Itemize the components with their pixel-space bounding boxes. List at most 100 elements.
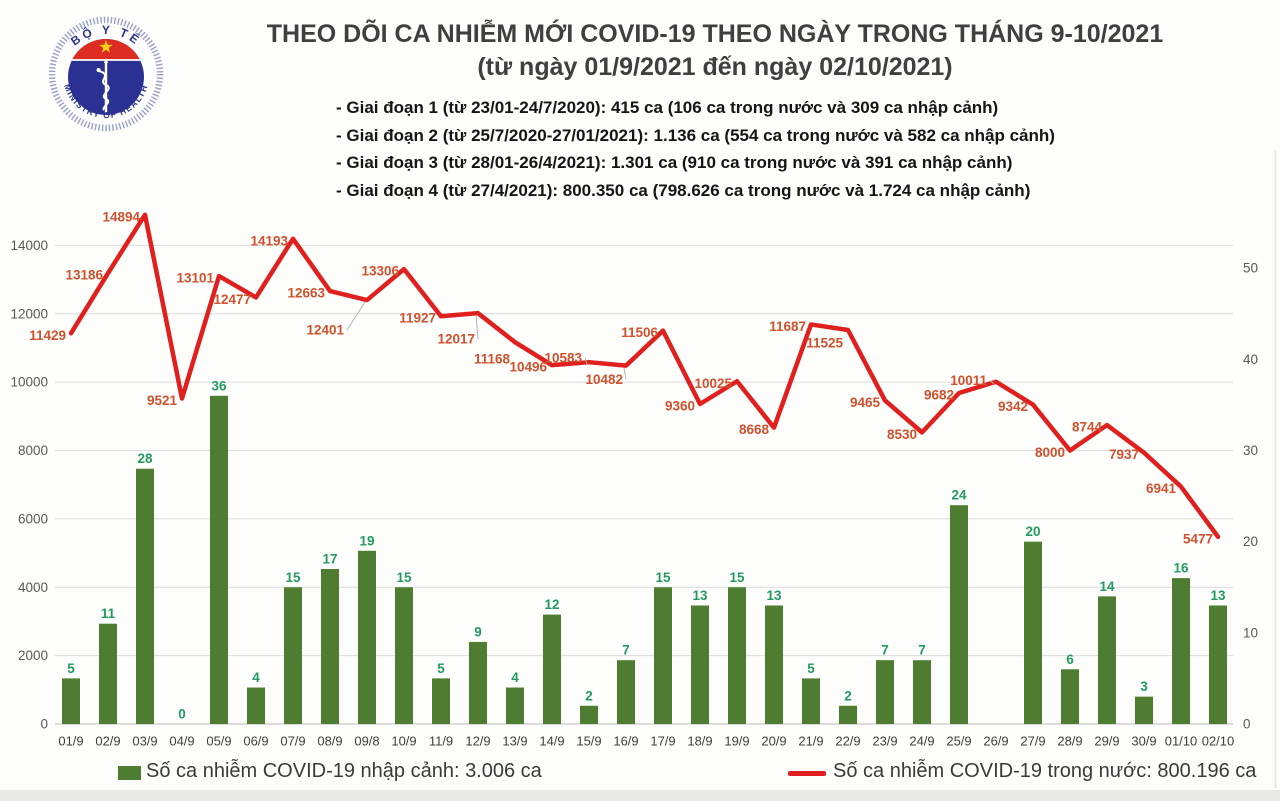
line-value-label: 14193 — [250, 233, 288, 248]
line-value-label: 8530 — [887, 427, 917, 442]
line-value-label: 9682 — [924, 387, 954, 402]
bar-value-label: 7 — [881, 643, 889, 658]
imported-cases-bar — [1209, 605, 1227, 724]
x-axis-label: 24/9 — [909, 734, 934, 749]
x-axis-label: 02/10 — [1202, 734, 1235, 749]
x-axis-label: 16/9 — [613, 734, 638, 749]
x-axis-label: 26/9 — [983, 734, 1008, 749]
line-value-label: 9521 — [147, 393, 178, 408]
imported-cases-bar — [802, 678, 820, 724]
x-axis-label: 09/8 — [354, 734, 379, 749]
legend-domestic-line-icon — [788, 771, 826, 776]
bar-value-label: 2 — [844, 688, 852, 703]
right-axis-tick-label: 0 — [1243, 717, 1251, 732]
imported-cases-bar — [543, 614, 561, 724]
x-axis-label: 01/9 — [58, 734, 83, 749]
label-leader-line — [584, 358, 588, 365]
bar-value-label: 3 — [1140, 679, 1148, 694]
logo-staff-tip — [103, 58, 109, 63]
line-value-label: 11927 — [399, 311, 436, 326]
x-axis-label: 08/9 — [317, 734, 342, 749]
x-axis-label: 23/9 — [872, 734, 897, 749]
legend-imported-swatch-icon — [118, 766, 141, 780]
line-value-label: 14894 — [102, 209, 140, 224]
bar-value-label: 2 — [585, 688, 593, 703]
imported-cases-bar — [1098, 596, 1116, 724]
imported-cases-bar — [358, 550, 376, 724]
line-value-label: 10025 — [694, 376, 732, 391]
imported-cases-bar — [1135, 696, 1153, 724]
left-axis-tick-label: 0 — [40, 717, 48, 732]
line-value-label: 12663 — [287, 286, 325, 301]
line-value-label: 9342 — [998, 399, 1028, 414]
line-value-label: 7937 — [1109, 447, 1139, 462]
chart-subtitle: (từ ngày 01/9/2021 đến ngày 02/10/2021) — [477, 53, 953, 81]
line-value-label: 13186 — [65, 268, 103, 283]
imported-cases-bar — [728, 587, 746, 724]
imported-cases-bar — [950, 505, 968, 724]
label-leader-line — [346, 301, 366, 331]
line-value-label: 9360 — [665, 399, 695, 414]
x-axis-label: 22/9 — [835, 734, 860, 749]
x-axis-label: 11/9 — [429, 734, 453, 749]
line-value-label: 10011 — [950, 373, 987, 388]
phase-2-text: - Giai đoạn 2 (từ 25/7/2020-27/01/2021):… — [336, 125, 1055, 145]
left-axis-tick-label: 8000 — [18, 443, 48, 458]
x-axis-label: 14/9 — [539, 734, 564, 749]
x-axis-label: 06/9 — [243, 734, 268, 749]
bar-value-label: 4 — [511, 670, 519, 685]
x-axis-label: 04/9 — [169, 734, 194, 749]
x-axis-label: 29/9 — [1094, 734, 1119, 749]
imported-cases-bar — [136, 468, 154, 724]
x-axis-label: 20/9 — [761, 734, 786, 749]
line-value-label: 10583 — [544, 351, 582, 366]
x-axis-label: 15/9 — [576, 734, 601, 749]
bar-value-label: 13 — [1210, 588, 1226, 603]
bar-value-label: 13 — [766, 588, 782, 603]
bar-value-label: 16 — [1173, 561, 1189, 576]
line-value-label: 9465 — [850, 395, 881, 410]
legend-imported-label: Số ca nhiễm COVID-19 nhập cảnh: 3.006 ca — [146, 760, 542, 782]
imported-cases-bar — [210, 395, 228, 724]
left-axis-tick-label: 14000 — [10, 238, 48, 253]
bar-value-label: 28 — [137, 451, 153, 466]
line-value-label: 12477 — [213, 292, 251, 307]
line-value-label: 11506 — [621, 325, 658, 340]
x-axis-label: 17/9 — [650, 734, 675, 749]
imported-cases-bar — [1172, 578, 1190, 724]
bar-value-label: 36 — [211, 378, 227, 393]
line-value-label: 5477 — [1183, 531, 1213, 546]
chart-legend: Số ca nhiễm COVID-19 nhập cảnh: 3.006 ca… — [0, 756, 1280, 790]
line-value-label: 8000 — [1035, 445, 1065, 460]
right-axis-tick-label: 50 — [1243, 261, 1258, 276]
imported-cases-bar — [617, 660, 635, 724]
x-axis-label: 18/9 — [687, 734, 712, 749]
logo-snake-icon — [98, 70, 110, 111]
right-axis-tick-label: 40 — [1243, 352, 1258, 367]
imported-cases-bar — [247, 687, 265, 724]
bar-value-label: 6 — [1066, 652, 1074, 667]
x-axis-label: 02/9 — [95, 734, 120, 749]
bottom-strip — [0, 790, 1280, 801]
bar-value-label: 13 — [692, 588, 708, 603]
imported-cases-bar — [99, 623, 117, 724]
imported-cases-bar — [580, 705, 598, 724]
logo-ray-ring — [48, 16, 164, 132]
bar-value-label: 12 — [544, 597, 559, 612]
label-leader-line — [989, 380, 995, 385]
bar-value-label: 17 — [322, 552, 337, 567]
imported-cases-bar — [62, 678, 80, 724]
bar-value-label: 15 — [655, 570, 671, 585]
x-axis-label: 01/10 — [1165, 734, 1198, 749]
phase-3-text: - Giai đoạn 3 (từ 28/01-26/4/2021): 1.30… — [336, 153, 1013, 172]
logo-snake-head — [96, 68, 101, 72]
bar-value-label: 15 — [729, 570, 745, 585]
left-axis-tick-label: 12000 — [10, 306, 48, 321]
line-value-label: 12017 — [437, 332, 475, 347]
right-axis-tick-label: 20 — [1243, 534, 1258, 549]
domestic-cases-line — [68, 212, 1221, 540]
imported-cases-bar — [913, 660, 931, 724]
x-axis-label: 19/9 — [724, 734, 749, 749]
